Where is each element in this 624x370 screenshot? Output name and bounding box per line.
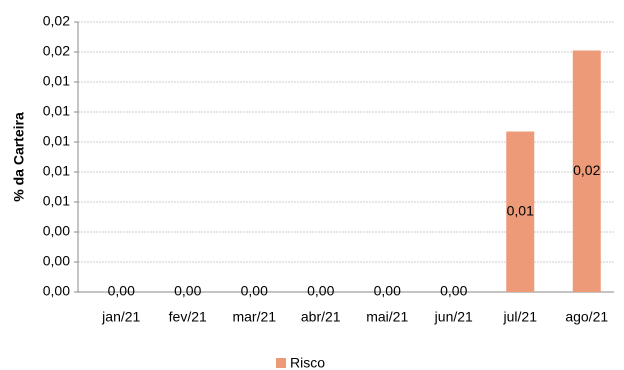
data-label: 0,01 xyxy=(507,202,534,218)
data-label: 0,00 xyxy=(241,283,268,299)
y-tick-label: 0,00 xyxy=(43,253,70,269)
x-tick-label: abr/21 xyxy=(301,309,341,325)
y-tick-label: 0,01 xyxy=(43,163,70,179)
x-tick-label: jul/21 xyxy=(503,309,538,325)
bar xyxy=(506,131,535,292)
data-label: 0,00 xyxy=(174,283,201,299)
legend-swatch xyxy=(276,358,286,368)
x-tick-label: mai/21 xyxy=(366,309,408,325)
x-tick-label: ago/21 xyxy=(565,309,608,325)
legend-label: Risco xyxy=(290,355,325,370)
x-tick-label: mar/21 xyxy=(232,309,276,325)
data-label: 0,00 xyxy=(374,283,401,299)
y-tick-label: 0,02 xyxy=(43,43,70,59)
x-tick-label: fev/21 xyxy=(169,309,207,325)
y-tick-label: 0,02 xyxy=(43,13,70,29)
y-tick-label: 0,00 xyxy=(43,223,70,239)
y-tick-label: 0,01 xyxy=(43,103,70,119)
x-tick-label: jan/21 xyxy=(101,309,140,325)
data-label: 0,02 xyxy=(573,162,600,178)
y-tick-label: 0,01 xyxy=(43,133,70,149)
data-label: 0,00 xyxy=(307,283,334,299)
y-axis-label: % da Carteira xyxy=(11,112,27,202)
data-label: 0,00 xyxy=(108,283,135,299)
y-tick-label: 0,01 xyxy=(43,193,70,209)
y-tick-label: 0,00 xyxy=(43,283,70,299)
x-tick-label: jun/21 xyxy=(434,309,473,325)
y-tick-label: 0,01 xyxy=(43,73,70,89)
bar xyxy=(572,50,601,292)
data-label: 0,00 xyxy=(440,283,467,299)
